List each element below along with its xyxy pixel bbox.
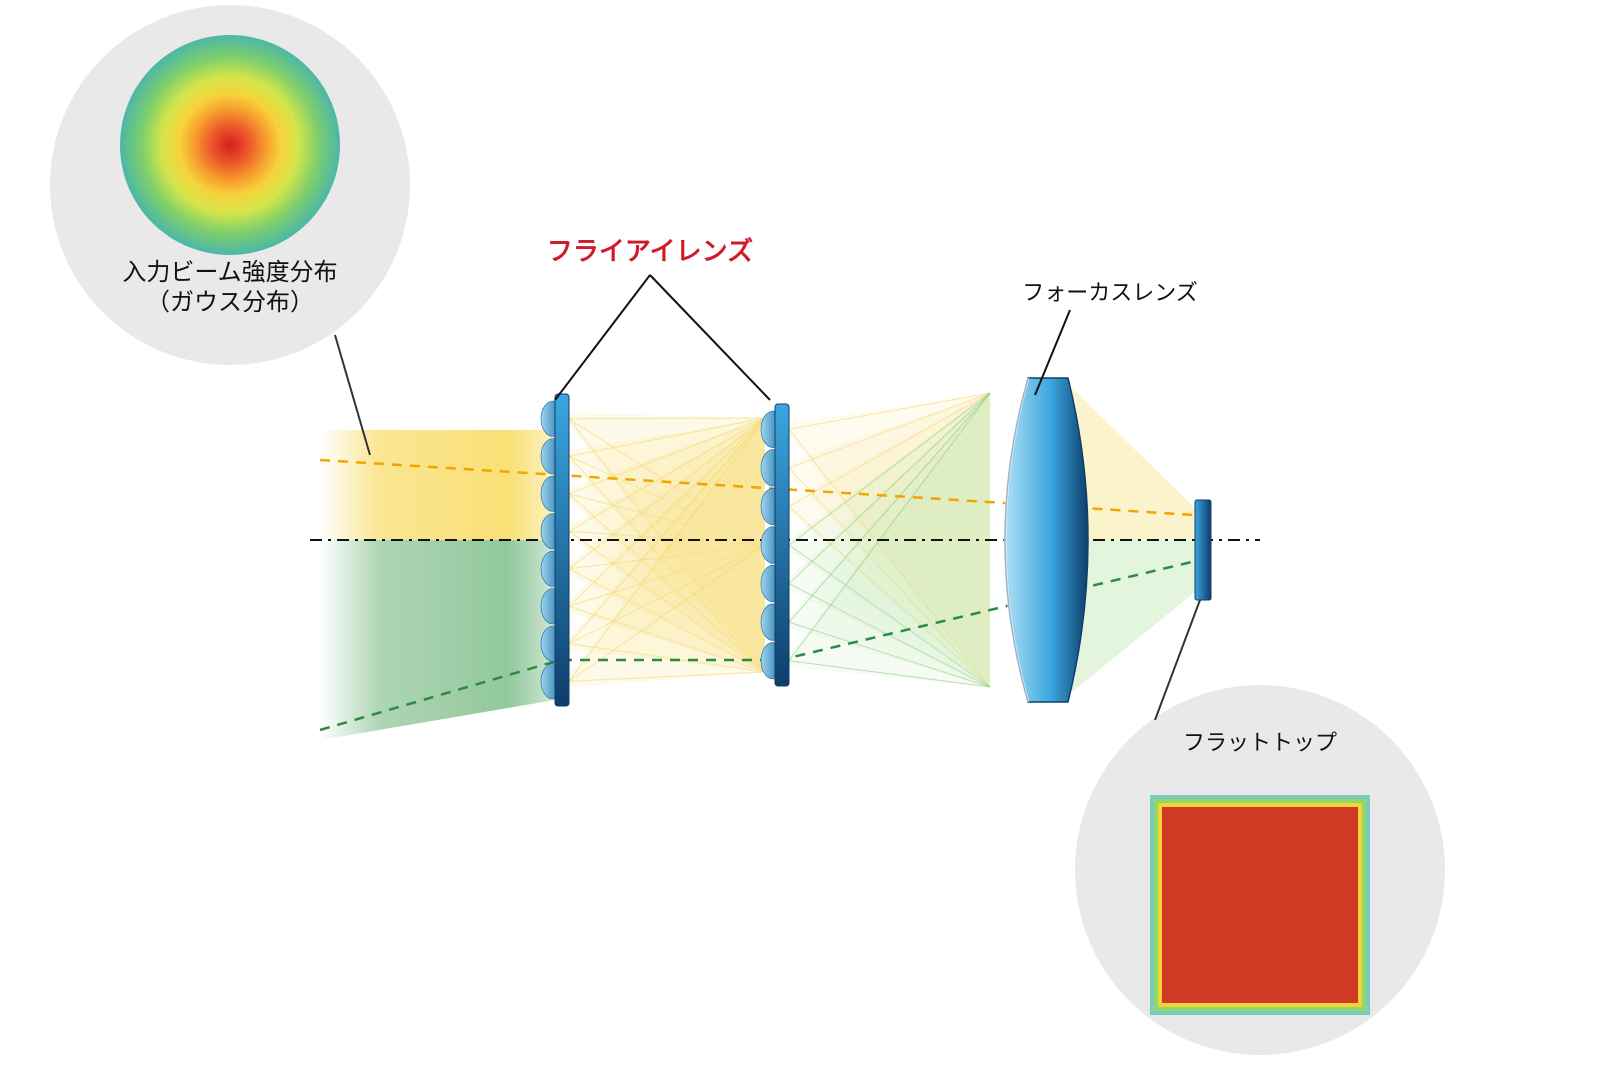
inter-ray [569, 418, 765, 419]
flyeye-pointer-0 [555, 275, 650, 400]
target-screen [1195, 500, 1211, 600]
flattop-core [1162, 807, 1358, 1003]
converge-lower [1072, 540, 1195, 692]
focus-label: フォーカスレンズ [1022, 280, 1198, 305]
lens-bar [775, 404, 789, 686]
gaussian-profile-icon [120, 35, 340, 255]
input-bubble-label-2: （ガウス分布） [146, 289, 314, 316]
lens-bar [555, 394, 569, 706]
input-profile-bubble: 入力ビーム強度分布 （ガウス分布） [50, 5, 410, 365]
input-beam-lower [320, 540, 555, 740]
output-bubble-label: フラットトップ [1183, 730, 1337, 755]
input-beam-upper [320, 430, 555, 540]
input-bubble-label-1: 入力ビーム強度分布 [122, 259, 337, 286]
fly-eye-lens-2 [761, 404, 789, 686]
converge-upper [1072, 388, 1195, 540]
flyeye-label: フライアイレンズ [547, 236, 753, 266]
flyeye-pointer-1 [650, 275, 770, 400]
output-profile-bubble: フラットトップ [1075, 685, 1445, 1055]
